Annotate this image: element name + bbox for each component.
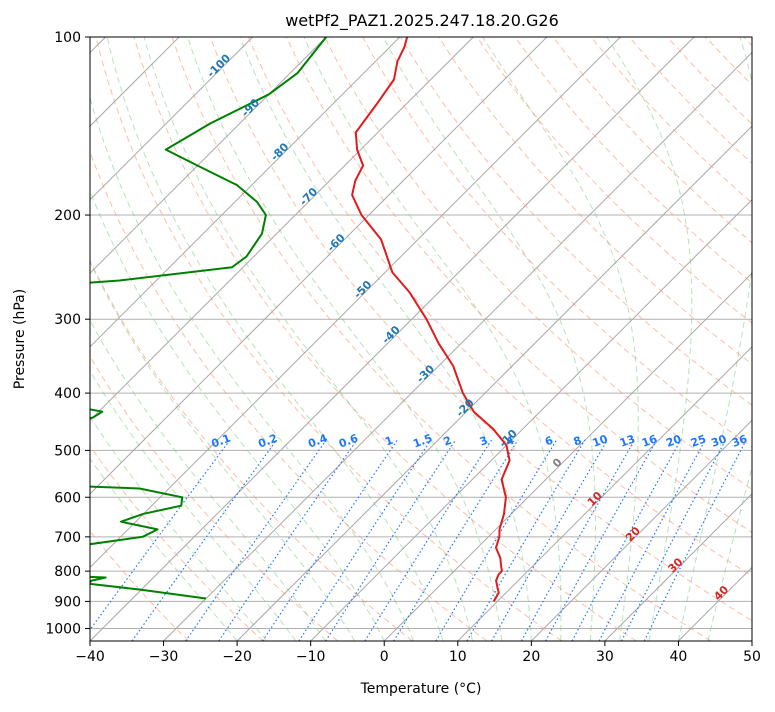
dry-adiabat	[591, 37, 775, 641]
mixing-ratio-label: 25	[689, 432, 708, 449]
isotherm-label: -40	[380, 323, 403, 346]
isotherm-gridline	[458, 37, 775, 641]
isotherm-gridline	[164, 37, 768, 641]
mixing-ratio-label: 1	[383, 434, 395, 449]
mixing-ratio-label: 36	[730, 432, 749, 450]
x-tick-label: 20	[522, 649, 540, 665]
y-tick-label: 400	[54, 386, 81, 402]
isotherm-gridline	[16, 37, 620, 641]
moist-adiabat	[607, 37, 692, 641]
y-tick-label: 500	[54, 443, 81, 459]
isotherm-label: -30	[414, 362, 437, 385]
isotherm-label: -50	[351, 278, 374, 301]
isotherm-label: -70	[297, 185, 320, 208]
x-axis-label: Temperature (°C)	[360, 681, 482, 697]
mixing-ratio-label: 13	[618, 432, 637, 449]
dry-adiabat	[20, 37, 413, 641]
x-tick-label: 30	[596, 649, 614, 665]
y-tick-label: 900	[54, 594, 81, 610]
dry-adiabat	[515, 37, 775, 641]
dry-adiabat	[553, 37, 775, 641]
mixing-ratio-line	[365, 440, 492, 641]
dry-adiabat	[210, 37, 775, 641]
dry-adiabat	[667, 37, 775, 641]
mixing-ratio-line	[186, 440, 327, 641]
x-tick-label: −40	[75, 649, 105, 665]
mixing-ratio-line	[394, 440, 518, 641]
isotherm-gridline	[0, 37, 253, 641]
moist-adiabat-label: 10	[585, 489, 605, 509]
moist-adiabat	[23, 37, 355, 641]
isotherm-gridline	[0, 37, 400, 641]
y-tick-label: 200	[54, 208, 81, 224]
y-tick-label: 600	[54, 490, 81, 506]
y-tick-label: 700	[54, 530, 81, 546]
mixing-ratio-line	[326, 440, 456, 641]
isotherm-gridline	[678, 37, 775, 641]
moist-adiabat-label: 30	[666, 555, 686, 575]
x-tick-label: 50	[743, 649, 761, 665]
moist-adiabat	[708, 37, 775, 641]
moist-adiabat-label: 20	[623, 524, 643, 544]
isotherm-gridline	[752, 37, 775, 641]
dry-adiabat	[744, 37, 775, 641]
moist-adiabat	[188, 37, 502, 641]
mixing-ratio-label: 8	[572, 434, 584, 449]
mixing-ratio-label: 6	[543, 434, 555, 449]
mixing-ratio-label: 2	[442, 434, 454, 449]
mixing-ratio-line	[599, 440, 705, 641]
x-tick-label: 0	[380, 649, 389, 665]
isotherm-label: -60	[325, 231, 348, 254]
moist-adiabat	[304, 37, 561, 641]
isotherm-label: -10	[497, 427, 520, 450]
y-axis-label: Pressure (hPa)	[12, 289, 28, 389]
y-tick-label: 100	[54, 30, 81, 46]
isotherm-gridline	[0, 37, 326, 641]
moist-adiabat	[144, 37, 472, 641]
moist-adiabat-label: 40	[711, 583, 731, 603]
mixing-ratio-label: 20	[664, 432, 683, 450]
mixing-ratio-line	[82, 440, 230, 641]
dry-adiabat	[706, 37, 775, 641]
mixing-ratio-label: 3	[478, 434, 490, 449]
isotherm-label: -80	[268, 140, 291, 163]
moist-adiabat	[0, 37, 325, 641]
dry-adiabat	[0, 37, 189, 641]
mixing-ratio-line	[492, 440, 608, 641]
x-tick-label: −20	[222, 649, 252, 665]
plot-frame	[90, 37, 752, 641]
dry-adiabat	[0, 37, 338, 641]
y-tick-label: 800	[54, 564, 81, 580]
mixing-ratio-label: 10	[591, 432, 610, 450]
x-tick-label: −30	[149, 649, 179, 665]
mixing-ratio-label: 0.2	[256, 432, 279, 451]
x-tick-label: 10	[449, 649, 467, 665]
mixing-ratio-label: 16	[640, 432, 659, 450]
y-tick-label: 300	[54, 312, 81, 328]
mixing-ratio-line	[644, 440, 746, 641]
mixing-ratio-label: 0.1	[210, 432, 233, 451]
isotherm-label: -100	[204, 51, 233, 80]
mixing-ratio-label: 0.4	[306, 432, 329, 451]
dry-adiabat	[58, 37, 487, 641]
y-tick-label: 1000	[45, 621, 81, 637]
dry-adiabat	[629, 37, 775, 641]
x-tick-label: 40	[670, 649, 688, 665]
mixing-ratio-line	[132, 440, 277, 641]
isotherm-gridline	[0, 37, 473, 641]
x-tick-label: −10	[296, 649, 326, 665]
chart-title: wetPf2_PAZ1.2025.247.18.20.G26	[285, 11, 559, 31]
